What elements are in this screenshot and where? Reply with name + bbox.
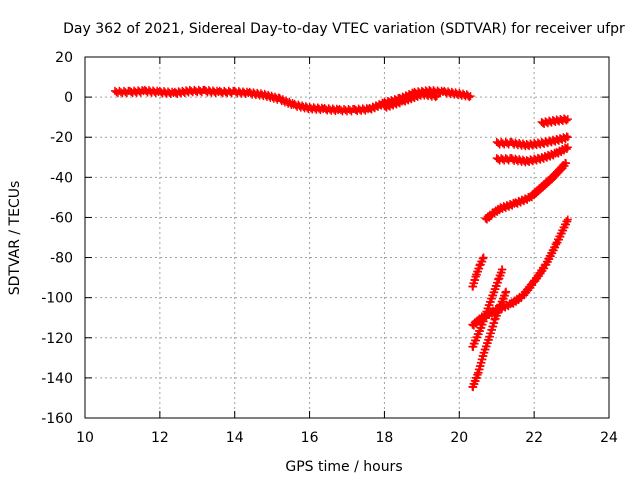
y-axis-label: SDTVAR / TECUs [7,181,23,296]
x-tick-label: 18 [376,430,394,446]
series-4 [492,143,572,167]
x-axis-ticks: 10 12 14 16 18 20 22 24 [76,57,618,446]
series-5 [481,158,570,224]
data-point [502,287,511,296]
series-8 [468,265,507,351]
x-tick-label: 12 [151,430,169,446]
series-2 [537,114,572,128]
data-point [479,253,488,262]
data-point [561,159,570,168]
x-tick-label: 24 [600,430,618,446]
data-point [563,215,572,224]
data-point [431,93,440,102]
data-point [465,93,474,102]
data-point [562,132,571,141]
data-point [432,92,441,101]
plot-frame [84,56,610,419]
x-tick-label: 22 [525,430,543,446]
x-tick-label: 20 [450,430,468,446]
y-tick-label: -40 [50,170,73,186]
y-tick-label: -80 [50,251,73,267]
series-7 [468,253,488,291]
data-point [563,143,572,152]
x-tick-label: 10 [76,430,94,446]
x-tick-label: 16 [301,430,319,446]
y-tick-label: 0 [64,90,73,106]
series-3 [492,132,572,151]
data-point [498,265,507,274]
y-axis-ticks: 20 0 -20 -40 -60 -80 -100 -120 -140 -160 [41,50,609,427]
chart-title: Day 362 of 2021, Sidereal Day-to-day VTE… [63,21,625,37]
series-0 [110,85,475,116]
y-tick-label: -140 [41,371,73,387]
x-tick-label: 14 [226,430,244,446]
data-point [563,115,572,124]
data-points [110,85,572,392]
y-tick-label: -20 [50,130,73,146]
x-axis-label: GPS time / hours [285,459,402,475]
series-9 [468,287,511,392]
y-tick-label: -160 [41,411,73,427]
series-1 [380,88,441,112]
y-tick-label: -100 [41,291,73,307]
y-tick-label: 20 [55,50,73,66]
data-point [563,133,572,142]
y-tick-label: -120 [41,331,73,347]
data-point [562,144,571,153]
data-point [562,116,571,125]
y-tick-label: -60 [50,210,73,226]
data-point [466,92,475,101]
series-6 [468,215,572,330]
